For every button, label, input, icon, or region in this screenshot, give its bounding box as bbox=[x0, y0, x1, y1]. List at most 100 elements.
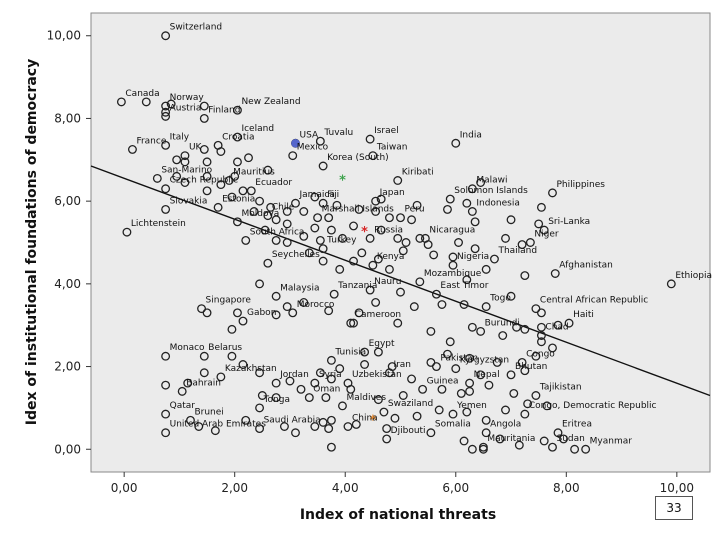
data-point bbox=[213, 202, 223, 212]
point-label: Philippines bbox=[556, 180, 605, 190]
data-point bbox=[288, 308, 298, 318]
data-point bbox=[365, 134, 375, 144]
point-label: Finland bbox=[208, 105, 240, 115]
data-point bbox=[553, 428, 563, 438]
data-point bbox=[396, 213, 405, 223]
data-point bbox=[553, 320, 563, 330]
data-point bbox=[161, 428, 171, 438]
data-point bbox=[512, 322, 522, 332]
data-point bbox=[230, 171, 240, 181]
point-label: Haiti bbox=[573, 310, 594, 320]
data-point bbox=[559, 434, 568, 444]
fit-line bbox=[90, 165, 711, 397]
data-point bbox=[213, 140, 223, 150]
data-point bbox=[548, 442, 557, 452]
data-point bbox=[141, 97, 151, 107]
point-label: New Zealand bbox=[241, 97, 300, 107]
data-point bbox=[490, 254, 499, 264]
data-point bbox=[520, 409, 530, 419]
data-point bbox=[448, 260, 458, 270]
point-label: South Africa bbox=[250, 227, 305, 237]
point-label: Kyrgyzstan bbox=[460, 356, 509, 366]
data-point bbox=[454, 238, 463, 247]
data-point bbox=[506, 215, 516, 225]
data-point bbox=[161, 380, 171, 390]
data-point bbox=[409, 302, 419, 312]
data-point bbox=[349, 221, 358, 231]
data-point bbox=[313, 213, 323, 223]
data-point bbox=[257, 391, 267, 400]
data-point bbox=[227, 324, 237, 334]
data-point bbox=[373, 347, 383, 357]
point-label: Kazakhstan bbox=[225, 364, 277, 374]
data-point bbox=[517, 357, 527, 367]
data-point bbox=[199, 101, 209, 111]
data-point bbox=[263, 165, 273, 175]
data-point bbox=[244, 153, 253, 163]
data-point bbox=[271, 215, 281, 225]
data-point bbox=[197, 304, 206, 314]
data-point bbox=[448, 409, 458, 419]
data-point bbox=[393, 318, 403, 328]
point-label: Monaco bbox=[170, 343, 205, 353]
point-label: Congo bbox=[526, 349, 555, 359]
data-point bbox=[484, 380, 494, 390]
data-point bbox=[431, 289, 441, 299]
data-point bbox=[161, 101, 171, 111]
highlight-point: * bbox=[339, 173, 346, 188]
data-point bbox=[326, 225, 336, 235]
point-label: Syria bbox=[319, 370, 342, 380]
data-point bbox=[343, 378, 353, 388]
data-point bbox=[238, 316, 248, 326]
data-point bbox=[564, 318, 574, 328]
data-point bbox=[501, 405, 510, 415]
data-point bbox=[376, 225, 386, 235]
data-point bbox=[216, 372, 226, 382]
data-point bbox=[492, 357, 502, 367]
data-point bbox=[393, 233, 403, 243]
data-point bbox=[407, 374, 417, 384]
data-point bbox=[299, 207, 309, 216]
data-point bbox=[233, 217, 242, 227]
data-point bbox=[459, 436, 469, 446]
data-points: * * * bbox=[116, 31, 676, 454]
point-label: Guinea bbox=[427, 376, 459, 386]
data-point bbox=[224, 176, 234, 185]
x-tick-label: 4,00 bbox=[332, 481, 359, 495]
data-point bbox=[365, 233, 375, 243]
data-point bbox=[476, 178, 486, 187]
data-point bbox=[271, 310, 281, 320]
data-point bbox=[324, 424, 334, 434]
point-label: Angola bbox=[490, 420, 521, 430]
data-point bbox=[415, 277, 425, 287]
data-point bbox=[434, 405, 444, 415]
data-point bbox=[199, 368, 209, 378]
point-label: Bahrain bbox=[186, 378, 221, 388]
data-point bbox=[368, 151, 378, 161]
data-point bbox=[509, 388, 519, 398]
point-label: Malaysia bbox=[280, 283, 319, 293]
point-label: Kenya bbox=[377, 252, 405, 262]
data-point bbox=[180, 151, 190, 161]
data-point bbox=[520, 324, 530, 334]
data-point bbox=[288, 151, 298, 161]
point-label: Eritrea bbox=[562, 420, 592, 430]
x-tick-label: 0,00 bbox=[111, 481, 138, 495]
data-point bbox=[326, 442, 336, 452]
data-point bbox=[263, 258, 273, 268]
data-point bbox=[465, 353, 475, 363]
data-point bbox=[351, 419, 361, 429]
data-point bbox=[349, 256, 358, 266]
data-point bbox=[523, 399, 533, 409]
data-point bbox=[398, 246, 408, 256]
data-point bbox=[501, 233, 510, 243]
x-tick-label: 2,00 bbox=[221, 481, 248, 495]
point-label: Sudan bbox=[556, 434, 584, 444]
data-point bbox=[481, 428, 491, 438]
data-point bbox=[202, 186, 212, 196]
data-point bbox=[233, 105, 242, 115]
point-label: United Arab Emirates bbox=[170, 420, 267, 430]
data-point bbox=[470, 217, 480, 227]
data-point bbox=[310, 223, 320, 233]
data-point bbox=[525, 238, 535, 247]
